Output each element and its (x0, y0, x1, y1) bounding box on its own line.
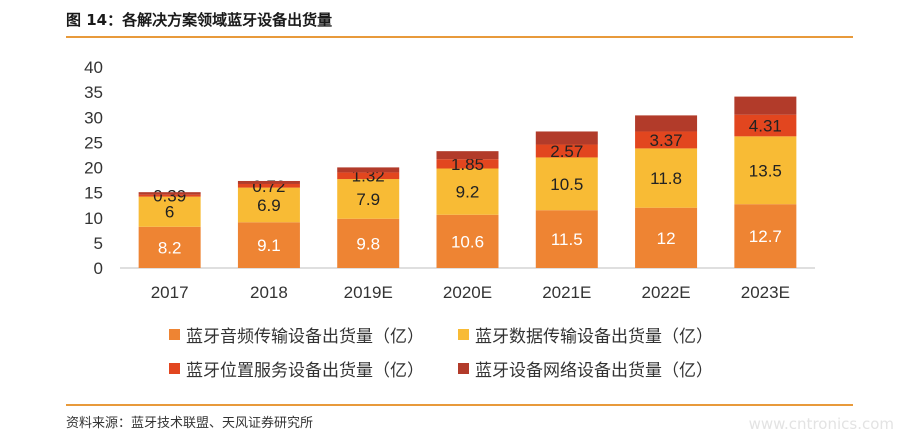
y-tick-label: 10 (84, 209, 103, 228)
bar-segment (635, 131, 698, 149)
data-label: 12 (657, 229, 676, 248)
legend-swatch-network (458, 363, 469, 374)
legend-swatch-data (458, 329, 469, 340)
y-tick-label: 40 (84, 58, 103, 77)
data-label: 13.5 (749, 161, 782, 180)
title-rule (66, 36, 853, 38)
bar-segment (535, 210, 598, 268)
data-label: 6 (165, 203, 174, 222)
bar-segment (635, 207, 698, 268)
data-label: 7.9 (356, 190, 380, 209)
y-tick-label: 20 (84, 159, 103, 178)
bar-segment (237, 187, 300, 223)
figure-title: 图 14：各解决方案领域蓝牙设备出货量 (66, 11, 333, 29)
legend-label-network: 蓝牙设备网络设备出货量（亿） (475, 361, 713, 381)
bar-segment (535, 131, 598, 145)
bar-segment (436, 159, 499, 169)
bar-segment (734, 114, 797, 137)
bar-segment (734, 204, 797, 268)
data-label: 11.5 (551, 230, 583, 249)
x-tick-label: 2017 (151, 283, 189, 302)
data-label: 11.8 (650, 169, 682, 188)
data-label: 9.8 (356, 234, 380, 253)
data-label: 10.5 (550, 175, 583, 194)
bar-segment (337, 218, 400, 268)
y-tick-label: 25 (84, 133, 103, 152)
bar-segment (237, 180, 300, 184)
data-label: 0.72 (252, 177, 285, 196)
data-label: 4.31 (749, 117, 782, 136)
legend-item-data: 蓝牙数据传输设备出货量（亿） (458, 322, 713, 347)
bar-segment (337, 167, 400, 173)
legend-label-location: 蓝牙位置服务设备出货量（亿） (186, 361, 424, 381)
legend-swatch-audio (169, 329, 180, 340)
bar-segment (635, 148, 698, 208)
data-label: 12.7 (749, 227, 782, 246)
bar-segment (337, 172, 400, 180)
x-tick-label: 2018 (250, 283, 288, 302)
data-label: 10.6 (451, 232, 484, 251)
bar-segment (734, 96, 797, 115)
legend-label-data: 蓝牙数据传输设备出货量（亿） (475, 327, 713, 347)
bar-segment (436, 151, 499, 160)
bar-segment (436, 214, 499, 268)
y-tick-label: 30 (84, 108, 103, 127)
bar-segment (535, 144, 598, 158)
data-label: 1.85 (451, 155, 484, 174)
legend-item-network: 蓝牙设备网络设备出货量（亿） (458, 356, 713, 381)
legend-item-location: 蓝牙位置服务设备出货量（亿） (169, 356, 424, 381)
y-tick-label: 35 (84, 83, 103, 102)
data-label: 9.2 (456, 183, 480, 202)
bar-segment (635, 115, 698, 132)
x-tick-label: 2019E (344, 283, 393, 302)
bar-segment (138, 194, 201, 197)
x-tick-label: 2022E (641, 283, 690, 302)
legend-item-audio: 蓝牙音频传输设备出货量（亿） (169, 322, 424, 347)
y-tick-label: 0 (94, 259, 103, 278)
bar-segment (535, 157, 598, 211)
data-label: 8.2 (158, 238, 182, 257)
data-label: 2.57 (550, 142, 583, 161)
x-tick-label: 2023E (741, 283, 790, 302)
source-note: 资料来源：蓝牙技术联盟、天风证券研究所 (66, 416, 314, 431)
data-label: 0.39 (153, 187, 186, 206)
legend-swatch-location (169, 363, 180, 374)
bar-segment (436, 168, 499, 215)
bar-segment (734, 136, 797, 205)
bar-segment (138, 226, 201, 268)
bar-segment (237, 183, 300, 188)
watermark: www.cntronics.com (748, 415, 894, 433)
bar-segment (337, 179, 400, 219)
y-tick-label: 5 (94, 234, 103, 253)
y-tick-label: 15 (84, 184, 103, 203)
data-label: 6.9 (257, 196, 281, 215)
x-tick-label: 2021E (542, 283, 591, 302)
data-label: 3.37 (650, 131, 683, 150)
source-rule (66, 404, 853, 406)
bar-segment (138, 196, 201, 227)
x-tick-label: 2020E (443, 283, 492, 302)
data-label: 9.1 (257, 236, 281, 255)
bar-segment (138, 192, 201, 195)
bar-segment (237, 222, 300, 268)
legend-label-audio: 蓝牙音频传输设备出货量（亿） (186, 327, 424, 347)
